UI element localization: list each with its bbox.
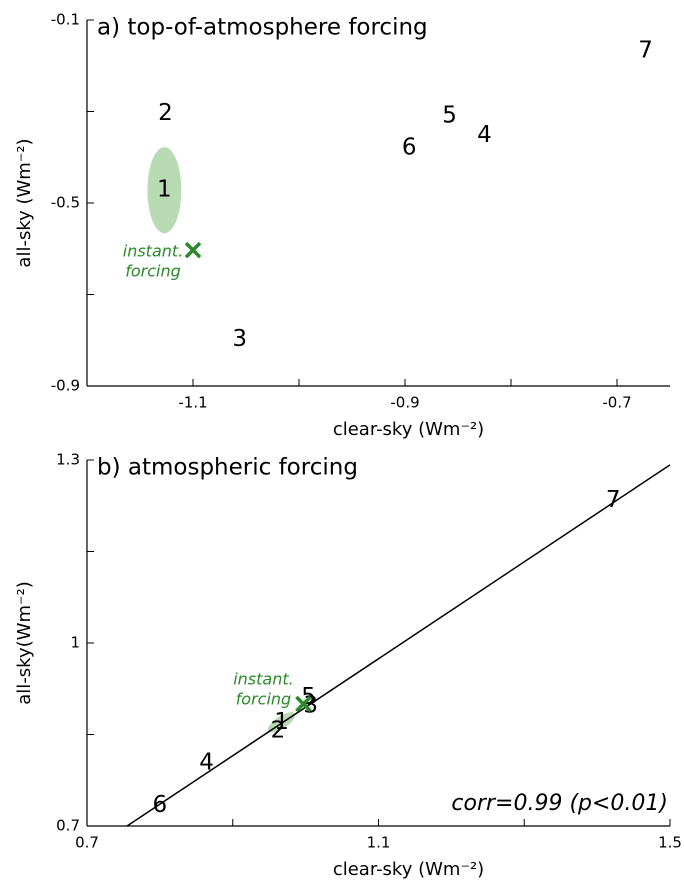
x-tick-label: 1.5 [658, 834, 682, 852]
y-tick-label: -0.1 [51, 11, 80, 29]
point-label: 1 [274, 709, 289, 735]
point-label: 4 [199, 750, 214, 776]
y-tick-label: -0.9 [51, 377, 80, 395]
point-label: 6 [153, 792, 168, 818]
fit-line [126, 464, 671, 827]
x-tick-label: -1.1 [178, 394, 207, 412]
instant-label: instant. [123, 242, 184, 261]
x-tick-label: -0.9 [390, 394, 419, 412]
y-tick-label: 1 [70, 634, 80, 652]
instant-marker [295, 695, 312, 713]
chart-title: a) top-of-atmosphere forcing [97, 15, 428, 41]
instant-label: forcing [236, 690, 292, 709]
x-axis-title: clear-sky (Wm⁻²) [333, 859, 484, 880]
y-axis-title: all-sky (Wm⁻²) [14, 138, 35, 267]
point-label: 7 [606, 487, 621, 513]
point-label: 6 [402, 135, 417, 161]
point-label: 2 [158, 100, 173, 126]
x-tick-label: -0.7 [602, 394, 631, 412]
point-label: 5 [442, 103, 457, 129]
point-label: 1 [157, 177, 172, 203]
point-label: 4 [477, 122, 492, 148]
y-tick-label: 0.7 [56, 817, 80, 835]
instant-label: forcing [125, 262, 181, 281]
x-tick-label: 0.7 [75, 834, 99, 852]
y-axis-title: all-sky(Wm⁻²) [14, 581, 35, 704]
x-tick-label: 1.1 [367, 834, 391, 852]
point-label: 7 [638, 38, 653, 64]
point-label: 3 [232, 326, 247, 352]
y-tick-label: -0.5 [51, 194, 80, 212]
instant-label: instant. [233, 670, 294, 689]
spread-ellipse [147, 147, 182, 234]
x-axis-title: clear-sky (Wm⁻²) [333, 419, 484, 440]
instant-marker [184, 241, 202, 259]
annotation: corr=0.99 (p<0.01) [451, 791, 668, 816]
chart-title: b) atmospheric forcing [97, 455, 358, 481]
point-label: 2 [271, 717, 286, 743]
y-tick-label: 1.3 [56, 451, 80, 469]
